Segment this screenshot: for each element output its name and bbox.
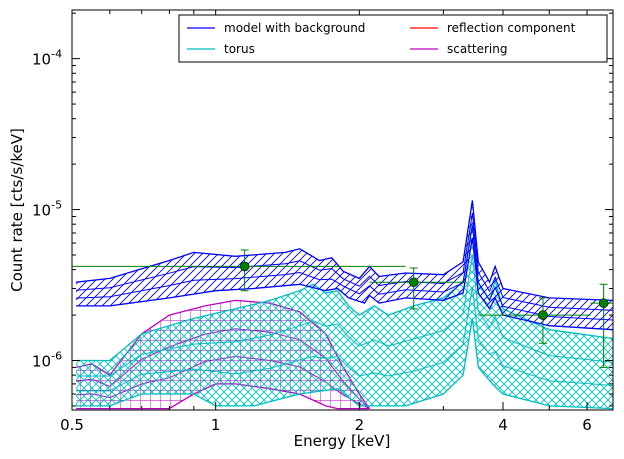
y-axis: 10-610-510-4 <box>32 12 613 407</box>
legend-label: scattering <box>447 42 508 56</box>
data-point-4 <box>598 298 609 308</box>
x-tick-label: 6 <box>582 416 592 434</box>
x-tick-label: 1 <box>211 416 221 434</box>
data-point-2 <box>408 277 419 288</box>
y-tick-exponent: -5 <box>51 199 62 212</box>
legend-label: model with background <box>224 21 365 35</box>
band-inner-2-model-with-background <box>76 213 613 311</box>
legend-label: torus <box>224 42 255 56</box>
legend: model with background torus reflection com… <box>178 14 608 63</box>
y-tick-base: 10 <box>32 51 51 69</box>
x-tick-label: 2 <box>355 416 365 434</box>
y-tick-label: 10-6 <box>32 350 62 371</box>
y-tick-label: 10-5 <box>32 199 62 220</box>
x-axis-title: Energy [keV] <box>294 432 391 450</box>
y-axis-title: Count rate [cts/s/keV] <box>8 128 26 292</box>
x-tick-label: 0.5 <box>60 416 84 434</box>
x-axis: 0.5 1 2 4 6 <box>60 10 592 434</box>
y-tick-base: 10 <box>32 353 51 371</box>
y-tick-exponent: -4 <box>51 48 62 61</box>
x-tick-label: 4 <box>498 416 508 434</box>
y-tick-label: 10-4 <box>32 48 62 69</box>
band-inner-1-model-with-background <box>76 225 613 321</box>
legend-box <box>178 14 608 63</box>
band-lower-model-with-background <box>76 237 613 331</box>
y-tick-exponent: -6 <box>51 350 62 363</box>
band-inner-1-torus <box>76 286 613 392</box>
legend-label: reflection component <box>447 21 576 35</box>
data-points <box>72 249 613 368</box>
model-bands <box>75 200 613 410</box>
band-fill-torus <box>76 222 613 409</box>
data-point-3 <box>538 310 548 320</box>
y-tick-base: 10 <box>32 202 51 220</box>
data-point-1 <box>239 261 250 272</box>
band-inner-2-torus <box>76 255 613 377</box>
band-lower-torus <box>76 318 613 410</box>
